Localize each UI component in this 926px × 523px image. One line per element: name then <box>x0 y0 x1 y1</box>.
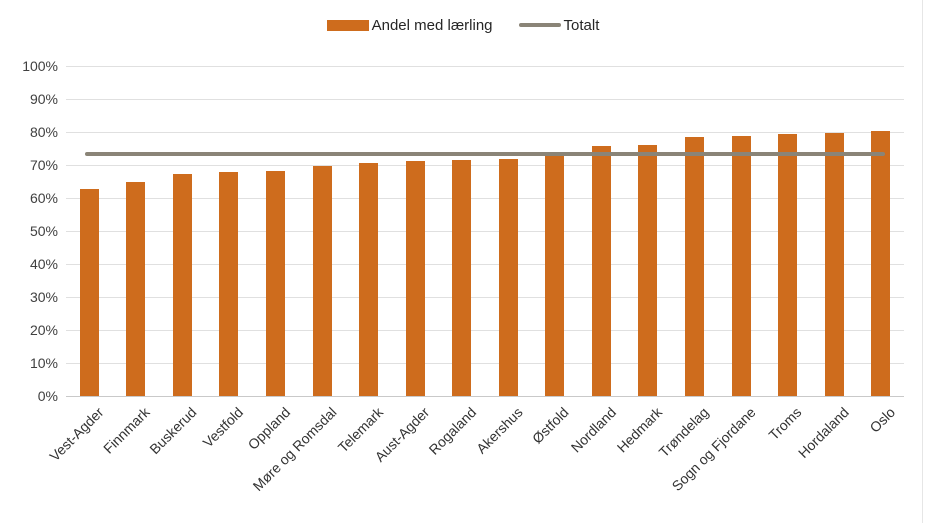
bar <box>172 174 192 396</box>
x-category-label: Troms <box>765 404 805 444</box>
x-category-label: Oslo <box>866 404 899 436</box>
gridline <box>66 297 904 298</box>
gridline <box>66 363 904 364</box>
bar <box>638 144 658 396</box>
bar <box>871 131 891 396</box>
bar <box>126 181 146 396</box>
total-reference-line <box>85 152 885 157</box>
y-tick-label: 40% <box>29 256 58 272</box>
y-tick-label: 10% <box>29 355 58 371</box>
bar <box>79 189 99 396</box>
legend-item-totalt: Totalt <box>518 16 600 34</box>
x-category-label: Finnmark <box>100 404 154 457</box>
y-tick-label: 100% <box>22 58 58 74</box>
y-tick-label: 50% <box>29 223 58 239</box>
bar <box>498 159 518 396</box>
chart-right-border <box>922 0 923 523</box>
y-tick-label: 0% <box>37 388 58 404</box>
bar-series-swatch-icon <box>326 19 369 31</box>
legend-label-totalt: Totalt <box>563 16 600 34</box>
y-tick-label: 30% <box>29 289 58 305</box>
y-tick-label: 20% <box>29 322 58 338</box>
x-axis-line <box>66 396 904 397</box>
bar <box>452 160 472 396</box>
x-category-label: Vestfold <box>199 404 247 451</box>
bar <box>312 166 332 396</box>
y-tick-label: 80% <box>29 124 58 140</box>
legend-label-andel: Andel med lærling <box>371 16 493 34</box>
gridline <box>66 264 904 265</box>
bar <box>266 170 285 396</box>
bar <box>405 161 425 396</box>
bar <box>778 134 798 396</box>
x-category-label: Nordland <box>567 404 619 456</box>
y-tick-label: 60% <box>29 190 58 206</box>
x-category-label: Møre og Romsdal <box>249 404 340 494</box>
x-category-label: Sogn og Fjordane <box>668 404 759 495</box>
gridline <box>66 231 904 232</box>
x-category-label: Østfold <box>529 404 573 447</box>
y-tick-label: 70% <box>29 157 58 173</box>
gridline <box>66 330 904 331</box>
bar <box>591 145 611 396</box>
x-category-label: Buskerud <box>146 404 200 458</box>
x-category-label: Vest-Agder <box>46 404 107 465</box>
gridline <box>66 165 904 166</box>
line-series-swatch-icon <box>518 23 561 27</box>
chart-legend: Andel med lærling Totalt <box>0 13 926 37</box>
gridline <box>66 198 904 199</box>
gridline <box>66 132 904 133</box>
gridline <box>66 66 904 67</box>
bar <box>731 135 751 396</box>
bar <box>545 156 565 396</box>
bar <box>219 172 239 396</box>
bar <box>824 133 844 396</box>
y-tick-label: 90% <box>29 91 58 107</box>
bar <box>359 163 379 396</box>
legend-item-andel: Andel med lærling <box>326 16 493 34</box>
bar <box>685 137 704 396</box>
x-category-label: Rogaland <box>425 404 480 458</box>
x-category-label: Hordaland <box>794 404 852 461</box>
x-category-label: Akershus <box>473 404 526 457</box>
gridline <box>66 99 904 100</box>
